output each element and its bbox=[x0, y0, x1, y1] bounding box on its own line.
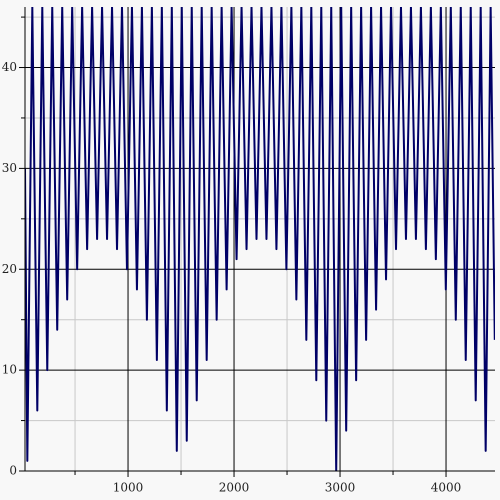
x-tick-label: 4000 bbox=[431, 481, 462, 495]
y-tick-label: 20 bbox=[2, 262, 17, 276]
x-tick-label: 2000 bbox=[219, 481, 250, 495]
y-tick-label: 0 bbox=[9, 464, 17, 478]
x-tick-label: 3000 bbox=[325, 481, 356, 495]
x-tick-label: 1000 bbox=[113, 481, 144, 495]
data-line bbox=[25, 7, 495, 471]
axes: 1000 2000 3000 4000 0 10 20 30 40 bbox=[2, 7, 495, 495]
y-tick-label: 30 bbox=[2, 161, 17, 175]
y-tick-label: 10 bbox=[2, 363, 17, 377]
plot-area bbox=[25, 7, 495, 471]
y-tick-label: 40 bbox=[2, 60, 17, 74]
